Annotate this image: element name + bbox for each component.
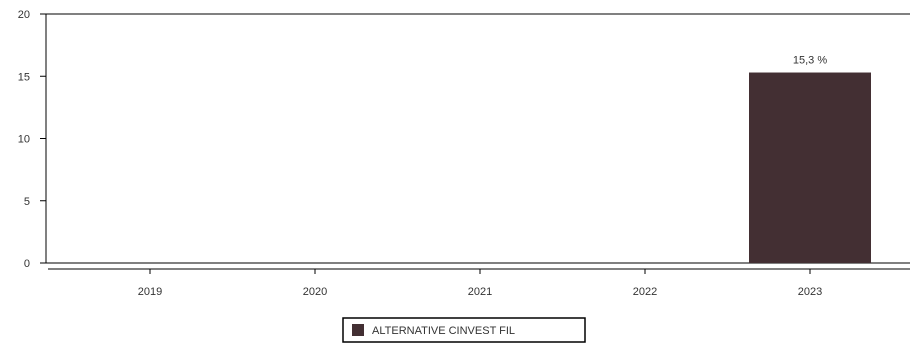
y-axis: 0 5 10 15 20 bbox=[18, 9, 910, 270]
x-axis: 2019 2020 2021 2022 2023 bbox=[48, 268, 910, 298]
x-tick-label: 2022 bbox=[633, 286, 657, 298]
y-tick-label: 10 bbox=[18, 134, 30, 146]
data-label-2023: 15,3 % bbox=[793, 55, 827, 67]
legend-label: ALTERNATIVE CINVEST FIL bbox=[372, 325, 515, 337]
legend-box bbox=[342, 317, 586, 343]
x-tick-label: 2020 bbox=[303, 286, 327, 298]
y-tick-label: 5 bbox=[24, 196, 30, 208]
y-tick-label: 15 bbox=[18, 71, 30, 83]
bars bbox=[749, 72, 871, 263]
legend: ALTERNATIVE CINVEST FIL bbox=[342, 317, 586, 343]
y-tick-label: 20 bbox=[18, 9, 30, 21]
bar-2023 bbox=[749, 72, 871, 263]
x-tick-label: 2023 bbox=[798, 286, 822, 298]
x-tick-label: 2021 bbox=[468, 286, 492, 298]
y-tick-label: 0 bbox=[24, 258, 30, 270]
x-tick-label: 2019 bbox=[138, 286, 162, 298]
legend-swatch bbox=[352, 324, 364, 336]
data-labels: 15,3 % bbox=[793, 55, 827, 67]
